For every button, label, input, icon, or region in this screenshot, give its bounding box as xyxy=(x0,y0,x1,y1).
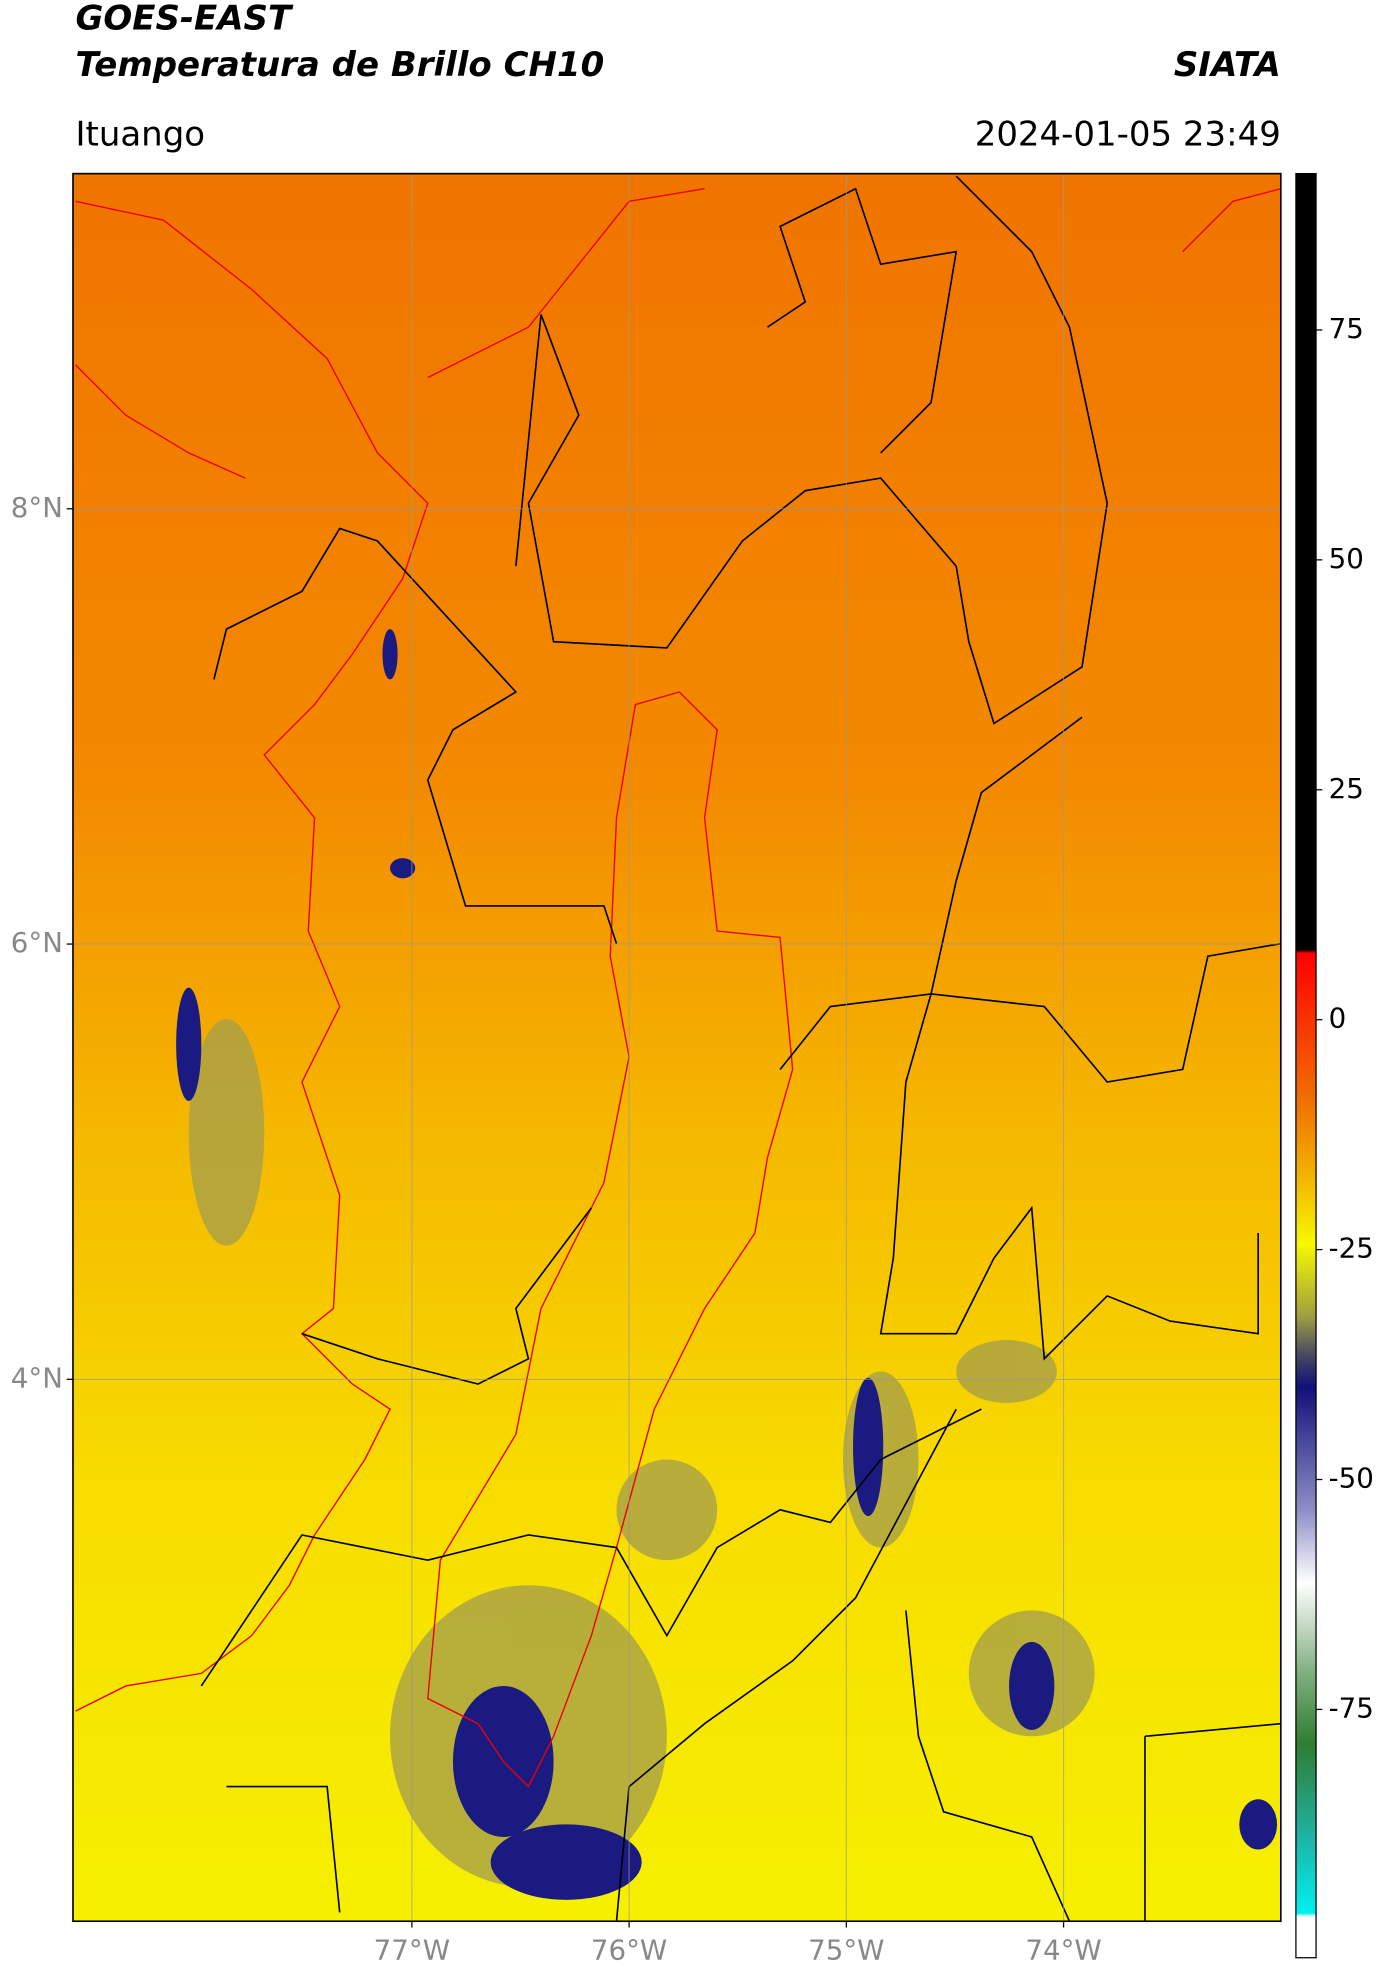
admin-border xyxy=(515,175,1109,725)
colorbar-tick-label: -50 xyxy=(1329,1462,1374,1495)
map-image xyxy=(72,173,1281,1922)
coastline xyxy=(1182,188,1281,253)
colorbar-tick-label: 50 xyxy=(1329,542,1364,575)
coastline xyxy=(75,364,246,479)
colorbar xyxy=(1295,172,1317,1959)
admin-border xyxy=(200,1408,982,1913)
lat-tick-label: 8°N xyxy=(11,491,63,524)
source: SIATA xyxy=(1174,45,1281,85)
lon-tick-label: 74°W xyxy=(1025,1933,1101,1966)
basin-outline xyxy=(427,691,794,1788)
admin-border xyxy=(930,716,1281,1083)
location: Ituango xyxy=(75,114,205,154)
admin-border xyxy=(301,1207,593,1385)
coastline xyxy=(75,200,429,1712)
lon-tick-label: 76°W xyxy=(591,1933,667,1966)
coastline xyxy=(427,188,705,379)
admin-border xyxy=(767,187,958,454)
ticks: 8°N 6°N 4°N 77°W 76°W 75°W 74°W 75 50 25 0 -25 -50 -7… xyxy=(11,312,1374,1966)
colorbar-tick-label: 25 xyxy=(1329,772,1364,805)
map-frame xyxy=(72,172,1282,1923)
colorbar-tick-label: -25 xyxy=(1329,1232,1374,1265)
lon-tick-label: 75°W xyxy=(808,1933,884,1966)
admin-border xyxy=(213,527,618,944)
colorbar-tick-label: 0 xyxy=(1329,1002,1347,1035)
lat-tick-label: 4°N xyxy=(11,1361,63,1394)
brightness-field xyxy=(72,173,1281,1922)
lon-tick-label: 77°W xyxy=(374,1933,450,1966)
title: GOES-EAST xyxy=(75,0,293,39)
colorbar-tick-label: -75 xyxy=(1329,1691,1374,1724)
admin-border xyxy=(779,992,1259,1361)
datetime: 2024-01-05 23:49 xyxy=(975,114,1281,154)
graticule xyxy=(72,173,1281,1922)
subtitle: Temperatura de Brillo CH10 xyxy=(75,45,604,85)
lat-tick-label: 6°N xyxy=(11,926,63,959)
admin-border xyxy=(615,1408,1281,1922)
colorbar-tick-label: 75 xyxy=(1329,312,1364,345)
